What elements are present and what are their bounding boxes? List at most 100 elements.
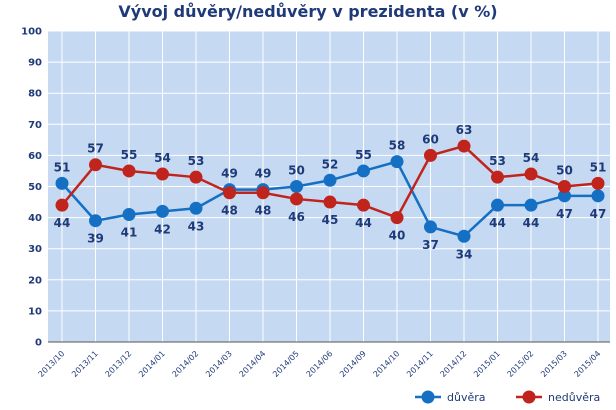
legend: důvěra nedůvěra xyxy=(415,390,600,404)
x-tick-label: 2014/10 xyxy=(372,349,402,379)
y-tick-label: 90 xyxy=(28,58,42,69)
data-point xyxy=(156,167,169,181)
data-label: 55 xyxy=(121,148,138,162)
data-point xyxy=(390,155,404,169)
legend-marker xyxy=(522,390,536,404)
y-tick-label: 60 xyxy=(28,151,42,162)
data-label: 41 xyxy=(121,225,138,239)
y-tick-label: 100 xyxy=(21,27,42,38)
data-label: 44 xyxy=(54,216,71,230)
data-point xyxy=(89,214,102,228)
data-point xyxy=(290,192,303,206)
data-point xyxy=(290,180,303,193)
chart-title: Vývoj důvěry/nedůvěry v prezidenta (v %) xyxy=(118,2,497,21)
data-point xyxy=(591,189,605,203)
data-label: 44 xyxy=(489,216,506,230)
legend-marker xyxy=(421,390,435,404)
data-point xyxy=(189,201,203,215)
data-point xyxy=(424,220,437,234)
data-label: 51 xyxy=(590,160,607,174)
data-label: 46 xyxy=(288,210,305,224)
data-point xyxy=(357,164,370,178)
x-tick-label: 2015/04 xyxy=(573,349,603,379)
series: 51 39 41 42 43 49 49 50 52 55 58 37 34 44 44 47 47 44 57 55… xyxy=(54,123,607,261)
data-point xyxy=(323,173,337,187)
data-point xyxy=(457,139,471,153)
data-label: 45 xyxy=(322,213,339,227)
data-label: 63 xyxy=(456,123,473,137)
data-point xyxy=(424,148,437,162)
x-tick-label: 2014/03 xyxy=(204,349,234,379)
data-point xyxy=(558,189,571,203)
data-point xyxy=(55,198,69,212)
data-label: 51 xyxy=(54,160,71,174)
y-tick-label: 40 xyxy=(28,213,42,224)
data-label: 54 xyxy=(154,151,171,165)
x-tick-label: 2014/01 xyxy=(137,349,167,379)
data-label: 48 xyxy=(221,204,238,218)
y-tick-label: 20 xyxy=(28,275,42,286)
x-tick-label: 2014/04 xyxy=(238,349,268,379)
y-tick-label: 50 xyxy=(28,182,42,193)
data-point xyxy=(156,204,169,218)
data-point xyxy=(256,186,270,200)
data-point xyxy=(491,170,504,184)
y-tick-label: 10 xyxy=(28,306,42,317)
y-tick-label: 0 xyxy=(35,338,42,349)
data-point xyxy=(122,164,136,178)
data-label: 52 xyxy=(322,157,339,171)
data-label: 40 xyxy=(389,229,406,243)
data-point xyxy=(524,198,538,212)
legend-label: důvěra xyxy=(447,391,486,404)
data-point xyxy=(323,195,337,209)
x-tick-label: 2015/03 xyxy=(539,349,569,379)
x-tick-label: 2015/01 xyxy=(472,349,502,379)
data-point xyxy=(55,176,69,190)
data-label: 53 xyxy=(188,154,205,168)
data-label: 49 xyxy=(255,167,272,181)
data-label: 57 xyxy=(87,142,104,156)
data-label: 54 xyxy=(523,151,540,165)
data-label: 47 xyxy=(556,207,573,221)
data-label: 58 xyxy=(389,139,406,153)
data-label: 44 xyxy=(523,216,540,230)
y-tick-label: 70 xyxy=(28,120,42,131)
data-point xyxy=(457,229,471,243)
legend-label: nedůvěra xyxy=(548,391,600,404)
data-label: 47 xyxy=(590,207,607,221)
x-tick-label: 2014/02 xyxy=(171,349,201,379)
x-tick-label: 2013/11 xyxy=(70,349,100,379)
data-label: 37 xyxy=(422,238,439,252)
data-label: 39 xyxy=(87,232,104,246)
x-tick-label: 2014/12 xyxy=(439,349,469,379)
data-point xyxy=(558,180,571,193)
x-tick-label: 2014/05 xyxy=(271,349,301,379)
data-point xyxy=(122,207,136,221)
data-label: 42 xyxy=(154,222,171,236)
data-point xyxy=(591,176,605,190)
x-tick-label: 2014/06 xyxy=(305,349,335,379)
legend-item-neduvera: nedůvěra xyxy=(516,390,600,404)
data-label: 50 xyxy=(288,164,305,178)
data-label: 49 xyxy=(221,167,238,181)
data-label: 50 xyxy=(556,164,573,178)
legend-item-duvera: důvěra xyxy=(415,390,486,404)
x-tick-label: 2015/02 xyxy=(506,349,536,379)
data-point xyxy=(524,167,538,181)
series-neduvera: 44 57 55 54 53 48 48 46 45 44 40 60 63 53 54 50 51 xyxy=(54,123,607,243)
data-label: 43 xyxy=(188,219,205,233)
data-point xyxy=(491,198,504,212)
y-tick-label: 80 xyxy=(28,89,42,100)
x-tick-label: 2013/10 xyxy=(37,349,67,379)
data-label: 55 xyxy=(355,148,372,162)
data-point xyxy=(223,186,236,200)
data-point xyxy=(357,198,370,212)
data-label: 44 xyxy=(355,216,372,230)
data-point xyxy=(390,211,404,225)
x-tick-label: 2014/11 xyxy=(405,349,435,379)
y-tick-label: 30 xyxy=(28,244,42,255)
series-duvera: 51 39 41 42 43 49 49 50 52 55 58 37 34 44 44 47 47 xyxy=(54,139,607,262)
x-tick-label: 2013/12 xyxy=(104,349,134,379)
data-label: 48 xyxy=(255,204,272,218)
data-label: 60 xyxy=(422,132,439,146)
